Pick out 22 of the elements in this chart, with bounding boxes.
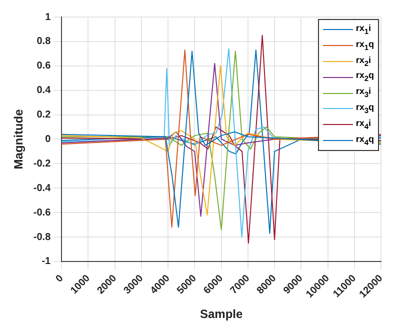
legend-label: rx$_{1}$q [356, 38, 374, 54]
y-tick-label: -1 [42, 256, 52, 268]
legend-label: rx$_{3}$q [356, 100, 374, 117]
x-axis-title: Sample [200, 307, 243, 322]
legend-label: rx$_{2}$i [356, 54, 372, 70]
y-tick-label: 0.4 [36, 85, 52, 96]
y-tick-label: 1 [45, 12, 52, 23]
y-tick-label: 0.6 [36, 60, 52, 72]
y-tick-label: -0.8 [33, 232, 52, 243]
legend-label: rx$_{4}$i [356, 116, 372, 133]
y-axis-title: Magnitude [12, 108, 26, 170]
legend-label: rx$_{4}$q [356, 132, 374, 148]
x-tick-label: 0 [54, 272, 66, 285]
legend-label: rx$_{3}$i [356, 85, 372, 101]
y-tick-label: -0.4 [33, 182, 52, 194]
y-tick-label: 0.8 [36, 36, 52, 48]
y-tick-label: -0.2 [33, 158, 52, 170]
y-tick-label: -0.6 [33, 207, 52, 218]
legend-label: rx$_{2}$q [356, 69, 374, 86]
y-tick-label: 0 [45, 134, 52, 145]
y-tick-label: 0.2 [36, 110, 52, 121]
legend-label: rx$_{1}$i [356, 22, 372, 38]
